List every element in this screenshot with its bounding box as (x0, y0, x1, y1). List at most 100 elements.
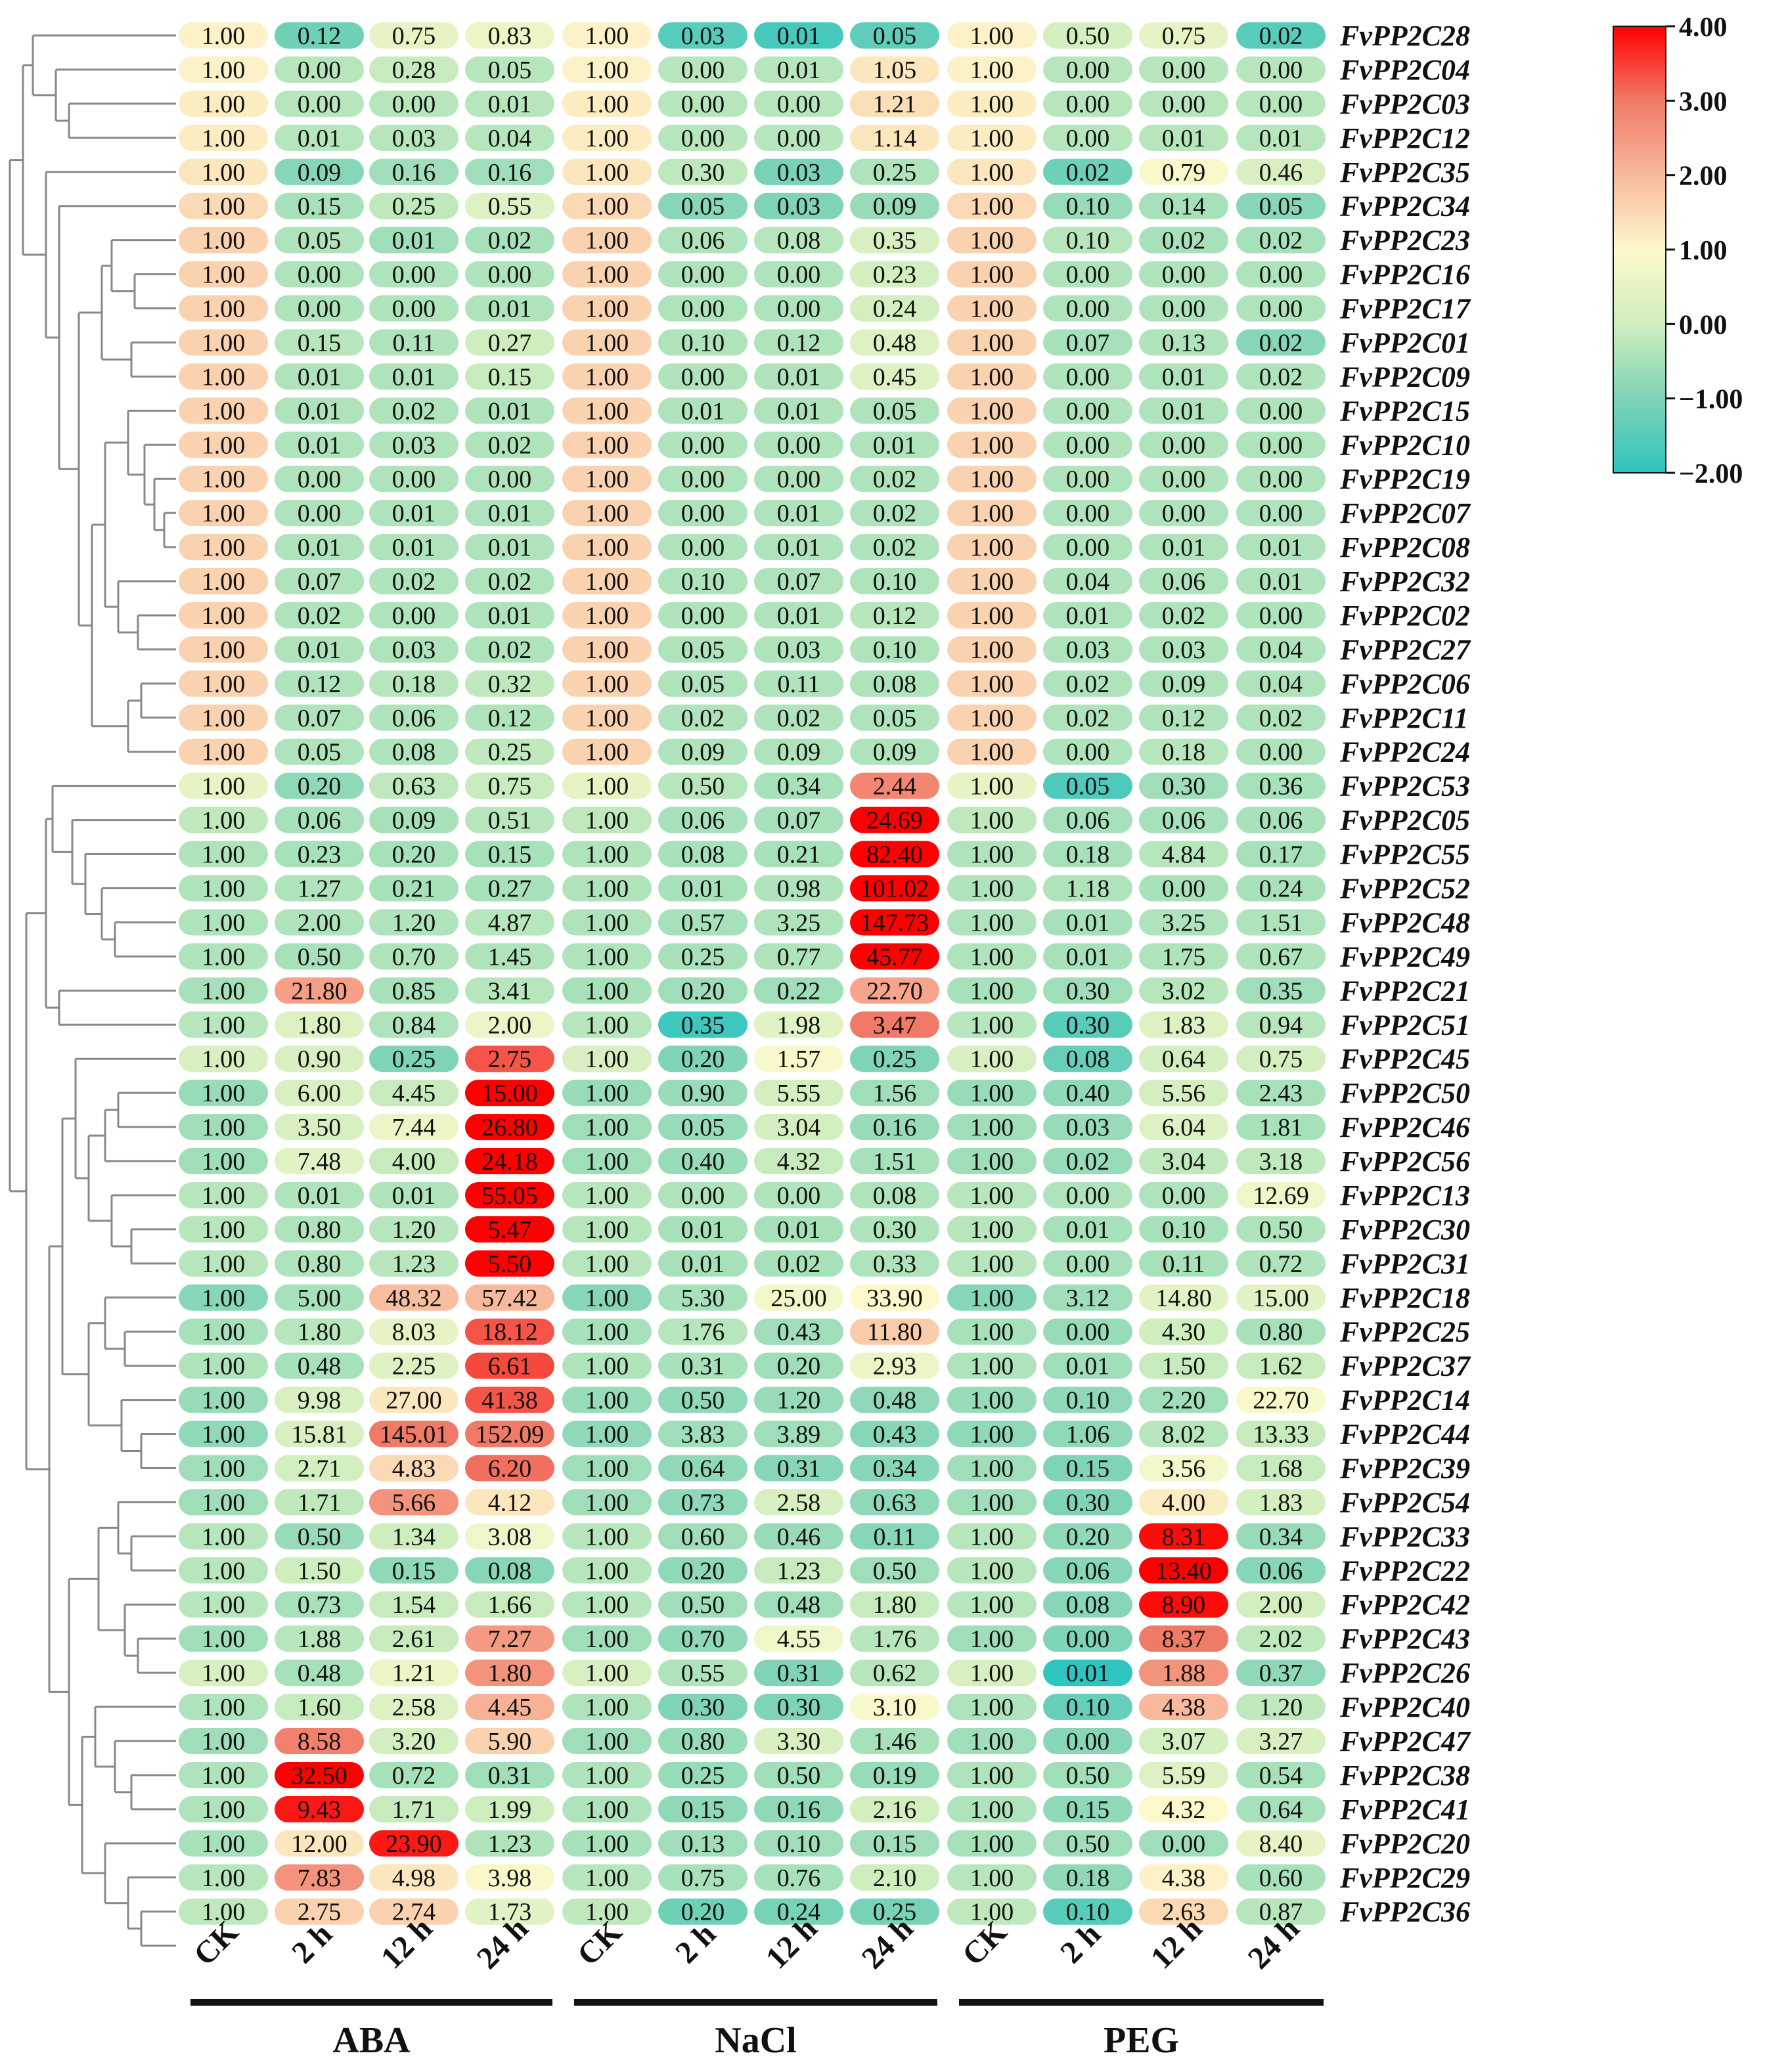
heatmap-cell (754, 1694, 843, 1721)
heatmap-cell (179, 602, 268, 628)
cell-value-label: 0.25 (681, 943, 725, 971)
heatmap-cell (369, 909, 458, 936)
cell-value-label: 0.08 (873, 1182, 917, 1210)
heatmap-cell (754, 1660, 843, 1686)
cell-value-label: 1.00 (970, 1660, 1014, 1687)
heatmap-cell (1236, 909, 1326, 936)
heatmap-cell (658, 227, 748, 253)
heatmap-cell (947, 1660, 1037, 1686)
heatmap-cell (850, 1216, 939, 1243)
heatmap-cell (1139, 841, 1228, 868)
cell-value-label: 0.01 (1066, 1353, 1110, 1380)
heatmap-cell (658, 56, 748, 83)
cell-value-label: 0.77 (777, 943, 821, 971)
heatmap-cell (1139, 90, 1228, 117)
cell-value-label: 1.00 (970, 261, 1014, 289)
cell-value-label: 1.00 (202, 1728, 246, 1755)
cell-value-label: 1.62 (1259, 1353, 1303, 1380)
cell-value-label: 1.00 (585, 125, 629, 152)
heatmap-cell (658, 1386, 748, 1413)
heatmap-cell (1236, 1864, 1326, 1891)
heatmap-cell (947, 158, 1037, 185)
cell-value-label: 0.16 (873, 1114, 917, 1141)
heatmap-cell (754, 1216, 843, 1243)
cell-value-label: 1.71 (298, 1489, 342, 1516)
cell-value-label: 0.07 (298, 705, 342, 732)
heatmap-cell (275, 1898, 364, 1925)
heatmap-cell (275, 1864, 364, 1891)
heatmap-cell (369, 90, 458, 117)
cell-value-label: 0.63 (873, 1489, 917, 1516)
heatmap-cell (754, 806, 843, 833)
heatmap-cell (275, 568, 364, 595)
cell-value-label: 0.01 (1066, 1660, 1110, 1687)
cell-value-label: 0.01 (488, 602, 532, 630)
cell-value-label: 1.00 (202, 1216, 246, 1244)
cell-value-label: 1.00 (970, 977, 1014, 1005)
cell-value-label: 1.00 (202, 1080, 246, 1107)
heatmap-cell (179, 1830, 268, 1857)
heatmap-cell (850, 1796, 939, 1822)
heatmap-cell (369, 943, 458, 970)
cell-value-label: 3.41 (488, 977, 532, 1005)
heatmap-cell (562, 192, 652, 219)
heatmap-cell (179, 1114, 268, 1141)
heatmap-cell (275, 1284, 364, 1311)
heatmap-cell (275, 1250, 364, 1277)
cell-value-label: 0.00 (681, 466, 725, 493)
cell-value-label: 1.00 (970, 1557, 1014, 1585)
heatmap-cell (465, 1864, 554, 1891)
heatmap-cell (562, 1728, 652, 1754)
heatmap-cell (1043, 90, 1132, 117)
cell-value-label: 0.35 (1259, 977, 1303, 1005)
gene-label: FvPP2C13 (1339, 1179, 1470, 1212)
heatmap-cell (562, 431, 652, 458)
heatmap-cell (562, 909, 652, 936)
cell-value-label: 1.00 (585, 875, 629, 903)
cell-value-label: 4.45 (488, 1694, 532, 1721)
heatmap-cell (465, 875, 554, 902)
heatmap-cell (1043, 909, 1132, 936)
heatmap-cell (1043, 1830, 1132, 1857)
cell-value-label: 0.20 (681, 1557, 725, 1585)
heatmap-cell (754, 1011, 843, 1038)
cell-value-label: 0.00 (1066, 500, 1110, 527)
cell-value-label: 1.00 (970, 1285, 1014, 1312)
cell-value-label: 1.00 (585, 1353, 629, 1380)
gene-label: FvPP2C01 (1339, 326, 1470, 359)
heatmap-cell (562, 1591, 652, 1618)
cell-value-label: 0.75 (488, 773, 532, 801)
cell-value-label: 1.00 (970, 1182, 1014, 1210)
cell-value-label: 0.60 (1259, 1864, 1303, 1892)
cell-value-label: 0.00 (1162, 431, 1206, 459)
cell-value-label: 0.00 (1259, 261, 1303, 289)
cell-value-label: 0.73 (681, 1489, 725, 1516)
heatmap-cell (947, 977, 1037, 1004)
heatmap-cell (754, 363, 843, 390)
heatmap-cell (947, 227, 1037, 253)
heatmap-cell (179, 977, 268, 1004)
heatmap-cell (1236, 192, 1326, 219)
heatmap-cell (658, 261, 748, 288)
heatmap-cell (369, 1216, 458, 1243)
cell-value-label: 8.90 (1162, 1591, 1206, 1619)
heatmap-cell (1139, 534, 1228, 561)
cell-value-label: 0.02 (681, 705, 725, 732)
cell-value-label: 2.00 (1259, 1591, 1303, 1619)
heatmap-cell (1139, 1046, 1228, 1072)
heatmap-cell (465, 397, 554, 424)
cell-value-label: 0.30 (681, 159, 725, 187)
heatmap-cell (1139, 1352, 1228, 1379)
cell-value-label: 8.37 (1162, 1625, 1206, 1653)
cell-value-label: 27.00 (386, 1387, 442, 1415)
heatmap-cell (754, 602, 843, 628)
cell-value-label: 1.00 (202, 1011, 246, 1039)
cell-value-label: 0.10 (873, 636, 917, 664)
heatmap-cell (658, 329, 748, 356)
cell-value-label: 0.32 (488, 671, 532, 698)
cell-value-label: 0.75 (392, 22, 436, 50)
heatmap-cell (754, 1796, 843, 1822)
heatmap-cell (465, 1148, 554, 1175)
cell-value-label: 8.03 (392, 1319, 436, 1346)
cell-value-label: 0.01 (777, 22, 821, 50)
